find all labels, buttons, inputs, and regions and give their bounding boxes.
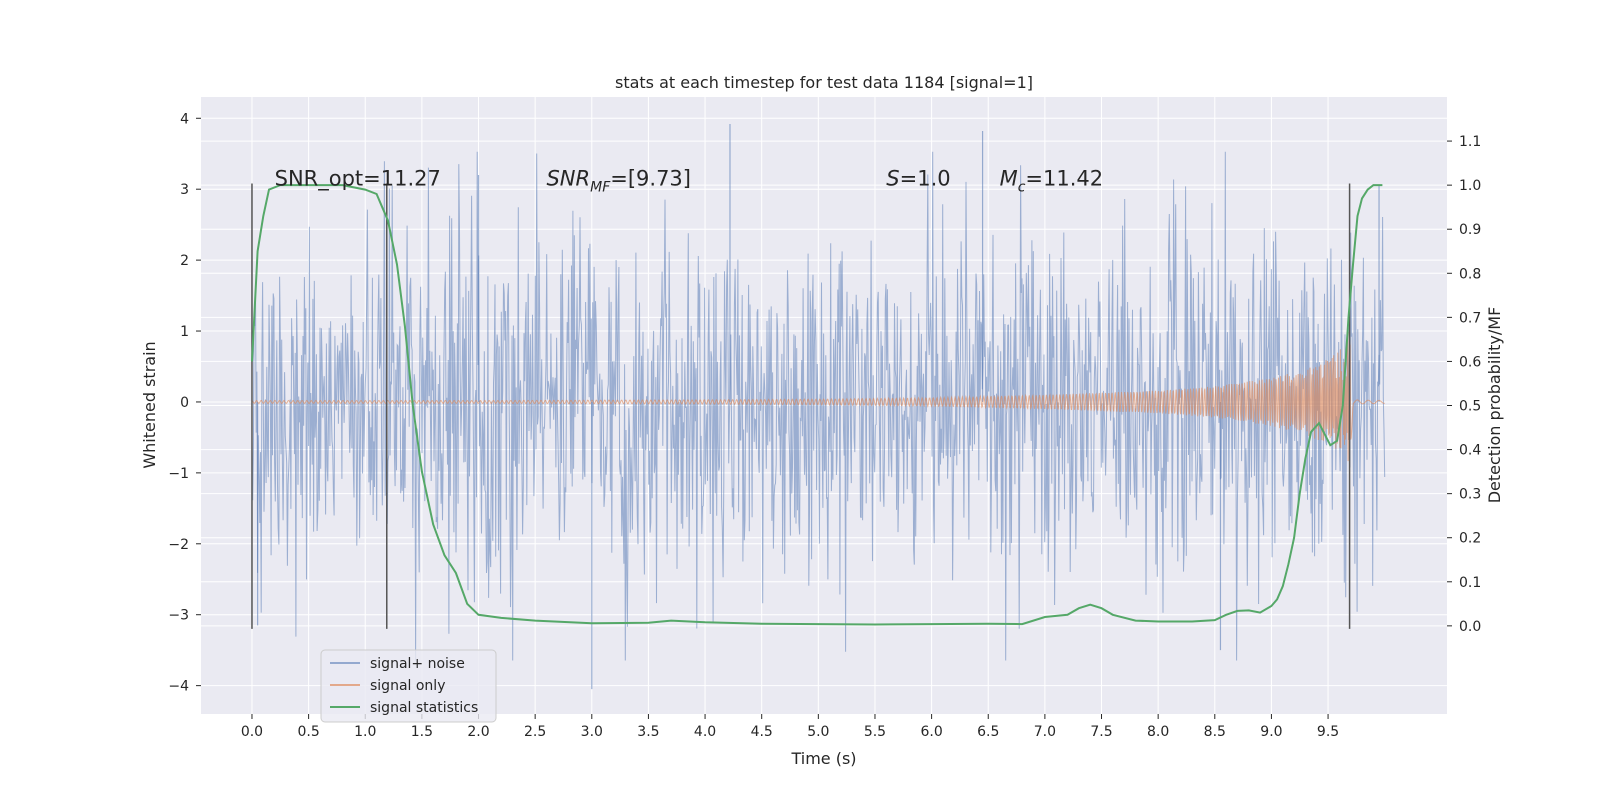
y2-tick-label: 0.0	[1459, 619, 1481, 635]
series-signal-statistics	[251, 184, 1383, 626]
stats-layer	[251, 184, 1383, 626]
y2-axis-label: Detection probability/MF	[1485, 307, 1504, 504]
x-tick-label: 1.0	[354, 724, 376, 740]
y2-tick-label: 0.6	[1459, 354, 1481, 370]
x-tick-label: 3.5	[637, 724, 659, 740]
x-tick-label: 5.5	[864, 724, 886, 740]
x-tick-label: 9.0	[1260, 724, 1282, 740]
x-tick-label: 6.0	[920, 724, 942, 740]
annotation-layer: SNR_opt=11.27 SNRMF=[9.73] S=1.0 Mc=11.42	[275, 167, 1103, 196]
x-tick-label: 7.0	[1034, 724, 1056, 740]
x-axis-label: Time (s)	[790, 749, 856, 768]
y-tick-label: 3	[180, 182, 189, 198]
x-tick-label: 4.5	[751, 724, 773, 740]
noise-layer	[251, 123, 1386, 690]
x-tick-label: 0.0	[241, 724, 263, 740]
x-tick-label: 1.5	[411, 724, 433, 740]
y-tick-label: −1	[168, 466, 189, 482]
y-tick-label: −2	[168, 537, 189, 553]
y-tick-label: −4	[168, 679, 189, 695]
y2-tick-label: 0.4	[1459, 443, 1481, 459]
annotation-1: SNRMF=[9.73]	[546, 167, 691, 196]
x-tick-label: 6.5	[977, 724, 999, 740]
legend: signal+ noise signal only signal statist…	[320, 649, 497, 723]
y2-tick-label: 1.0	[1459, 178, 1481, 194]
x-tick-label: 8.5	[1204, 724, 1226, 740]
x-tick-label: 5.0	[807, 724, 829, 740]
series-signal-noise	[251, 151, 1386, 661]
y-axis-label: Whitened strain	[140, 341, 159, 468]
chart-title: stats at each timestep for test data 118…	[615, 73, 1033, 92]
series-signal-only	[251, 331, 1385, 462]
tick-layer: 0.0 0.5 1.0 1.5 2.0 2.5 3.0 3.5 4.0 4.5 5.0 5.5 6.0 6…	[168, 111, 1481, 740]
annotation-2: S=1.0	[886, 167, 950, 191]
legend-label-signal: signal only	[370, 678, 445, 694]
x-tick-label: 9.5	[1317, 724, 1339, 740]
x-tick-label: 2.5	[524, 724, 546, 740]
y2-tick-label: 0.8	[1459, 266, 1481, 282]
x-tick-label: 0.5	[297, 724, 319, 740]
vline-layer	[251, 183, 1351, 629]
y-tick-label: −3	[168, 608, 189, 624]
y2-tick-label: 0.7	[1459, 310, 1481, 326]
x-tick-label: 4.0	[694, 724, 716, 740]
x-tick-label: 2.0	[467, 724, 489, 740]
legend-label-stats: signal statistics	[370, 700, 478, 716]
y2-tick-label: 0.3	[1459, 487, 1481, 503]
y-tick-label: 0	[180, 395, 189, 411]
y2-tick-label: 1.1	[1459, 134, 1481, 150]
y2-tick-label: 0.1	[1459, 575, 1481, 591]
y2-tick-label: 0.2	[1459, 531, 1481, 547]
annotation-0: SNR_opt=11.27	[275, 167, 441, 192]
signal-layer	[251, 331, 1385, 462]
x-tick-label: 8.0	[1147, 724, 1169, 740]
annotation-3: Mc=11.42	[1000, 167, 1104, 196]
x-tick-label: 3.0	[581, 724, 603, 740]
y2-tick-label: 0.5	[1459, 399, 1481, 415]
y-tick-label: 1	[180, 324, 189, 340]
legend-label-noise: signal+ noise	[370, 656, 465, 672]
x-tick-label: 7.5	[1090, 724, 1112, 740]
y-tick-label: 2	[180, 253, 189, 269]
y2-tick-label: 0.9	[1459, 222, 1481, 238]
y-tick-label: 4	[180, 111, 189, 127]
legend-box	[320, 649, 497, 723]
